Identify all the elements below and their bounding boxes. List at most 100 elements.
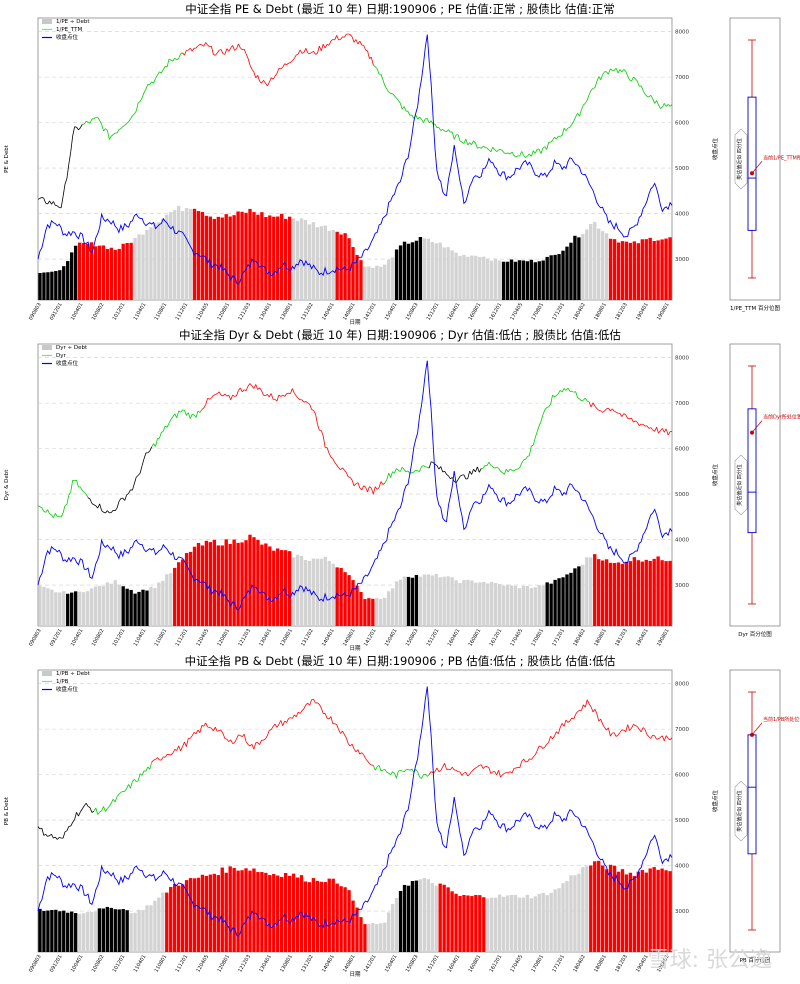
valuation-segment: [248, 58, 250, 65]
bar: [173, 568, 176, 626]
bar: [50, 272, 53, 300]
bar: [276, 217, 279, 300]
valuation-segment: [225, 394, 227, 396]
bar: [288, 876, 291, 952]
bar: [236, 871, 239, 952]
valuation-segment: [183, 53, 185, 55]
valuation-segment: [80, 809, 82, 812]
valuation-segment: [632, 418, 634, 422]
valuation-segment: [474, 469, 476, 472]
valuation-segment: [250, 384, 252, 386]
bar: [454, 253, 457, 300]
valuation-segment: [400, 770, 402, 771]
valuation-segment: [527, 759, 529, 762]
bar: [526, 895, 529, 952]
bar: [664, 561, 667, 626]
valuation-segment: [639, 729, 641, 731]
bar: [296, 221, 299, 300]
legend-swatch: [42, 19, 52, 24]
valuation-segment: [633, 724, 635, 725]
bar: [264, 543, 267, 626]
bar: [625, 562, 628, 626]
bar: [316, 881, 319, 952]
valuation-segment: [208, 45, 210, 47]
valuation-segment: [510, 469, 512, 470]
valuation-segment: [377, 488, 379, 490]
x-tick-label: 131202: [300, 954, 315, 974]
valuation-segment: [468, 471, 470, 479]
bar: [82, 913, 85, 952]
valuation-segment: [221, 730, 223, 733]
valuation-segment: [524, 459, 526, 460]
right-tick-label: 6000: [675, 773, 689, 779]
bar: [597, 229, 600, 300]
valuation-segment: [281, 67, 283, 69]
bar: [58, 592, 61, 626]
valuation-segment: [421, 775, 423, 779]
valuation-segment: [445, 131, 447, 132]
bar: [645, 239, 648, 300]
valuation-segment: [317, 703, 319, 705]
bar: [423, 238, 426, 300]
valuation-segment: [269, 78, 271, 83]
valuation-segment: [368, 487, 370, 492]
bar: [125, 910, 128, 952]
valuation-segment: [184, 410, 186, 415]
valuation-segment: [466, 139, 468, 145]
x-tick-label: 141201: [363, 628, 378, 648]
legend-label: 1/PB: [56, 679, 69, 685]
valuation-segment: [377, 69, 379, 74]
valuation-segment: [325, 713, 327, 718]
valuation-segment: [136, 781, 138, 782]
valuation-segment: [393, 94, 395, 96]
valuation-segment: [105, 129, 107, 131]
valuation-segment: [454, 135, 456, 139]
valuation-segment: [495, 467, 497, 468]
valuation-segment: [662, 103, 664, 107]
valuation-segment: [331, 716, 333, 723]
valuation-segment: [46, 203, 48, 204]
valuation-segment: [626, 415, 628, 419]
x-tick-label: 180801: [593, 302, 608, 322]
valuation-segment: [223, 394, 225, 396]
valuation-segment: [289, 718, 291, 719]
valuation-segment: [456, 480, 458, 483]
valuation-segment: [514, 156, 516, 157]
bar: [399, 891, 402, 952]
valuation-segment: [441, 466, 443, 472]
valuation-segment: [235, 49, 237, 51]
bar: [498, 894, 501, 952]
chart-title: 中证全指 PE & Debt (最近 10 年) 日期:190906 ; PE …: [185, 2, 615, 16]
bar: [122, 909, 125, 952]
bar: [114, 909, 117, 952]
valuation-segment: [215, 53, 217, 55]
bar: [605, 869, 608, 952]
bar: [232, 540, 235, 626]
bar: [530, 260, 533, 300]
bar: [546, 582, 549, 626]
bar: [66, 594, 69, 626]
valuation-segment: [206, 723, 208, 727]
bar: [585, 866, 588, 952]
valuation-segment: [348, 744, 350, 746]
valuation-segment: [281, 395, 283, 396]
valuation-segment: [547, 742, 549, 744]
bar: [415, 881, 418, 952]
bar: [213, 874, 216, 952]
valuation-segment: [429, 462, 431, 468]
bar: [335, 232, 338, 300]
valuation-segment: [156, 439, 158, 447]
valuation-segment: [159, 433, 161, 439]
valuation-segment: [666, 104, 668, 106]
valuation-segment: [576, 113, 578, 117]
valuation-segment: [204, 43, 206, 47]
legend-swatch: [42, 671, 52, 676]
bar: [276, 876, 279, 952]
bar: [280, 550, 283, 626]
valuation-segment: [601, 719, 603, 724]
valuation-segment: [381, 481, 383, 484]
bar: [189, 552, 192, 626]
bar: [407, 886, 410, 952]
bar: [577, 566, 580, 626]
